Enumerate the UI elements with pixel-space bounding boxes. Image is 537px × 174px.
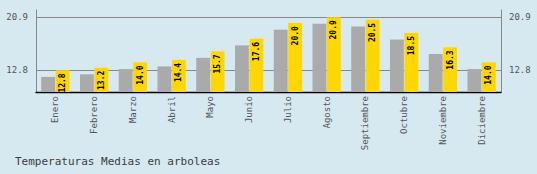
svg-text:Abril: Abril bbox=[167, 96, 177, 123]
svg-text:12.8: 12.8 bbox=[509, 65, 531, 75]
svg-text:Mayo: Mayo bbox=[205, 96, 215, 118]
svg-text:14.4: 14.4 bbox=[174, 63, 183, 82]
svg-text:12.8: 12.8 bbox=[58, 73, 67, 92]
svg-text:Febrero: Febrero bbox=[89, 96, 99, 134]
svg-text:17.6: 17.6 bbox=[252, 42, 261, 61]
svg-text:Temperaturas Medias en arbolea: Temperaturas Medias en arboleas bbox=[15, 155, 220, 168]
svg-text:20.5: 20.5 bbox=[368, 23, 377, 42]
svg-text:Marzo: Marzo bbox=[128, 96, 138, 123]
svg-text:Diciembre: Diciembre bbox=[477, 96, 487, 145]
svg-text:14.0: 14.0 bbox=[136, 65, 145, 84]
svg-text:15.7: 15.7 bbox=[213, 54, 222, 73]
svg-text:18.5: 18.5 bbox=[407, 36, 416, 55]
svg-text:Agosto: Agosto bbox=[322, 96, 332, 129]
svg-text:Enero: Enero bbox=[50, 96, 60, 123]
svg-text:20.0: 20.0 bbox=[291, 26, 300, 45]
svg-text:Octubre: Octubre bbox=[399, 96, 409, 134]
svg-text:Septiembre: Septiembre bbox=[360, 96, 370, 150]
svg-text:Junio: Junio bbox=[244, 96, 254, 123]
svg-text:20.9: 20.9 bbox=[509, 12, 531, 22]
svg-text:20.9: 20.9 bbox=[6, 12, 28, 22]
svg-text:14.0: 14.0 bbox=[484, 65, 493, 84]
svg-text:Julio: Julio bbox=[283, 96, 293, 123]
svg-text:Noviembre: Noviembre bbox=[438, 96, 448, 145]
svg-text:13.2: 13.2 bbox=[97, 71, 106, 90]
svg-text:12.8: 12.8 bbox=[6, 65, 28, 75]
svg-text:16.3: 16.3 bbox=[446, 50, 455, 69]
svg-text:20.9: 20.9 bbox=[329, 20, 338, 39]
